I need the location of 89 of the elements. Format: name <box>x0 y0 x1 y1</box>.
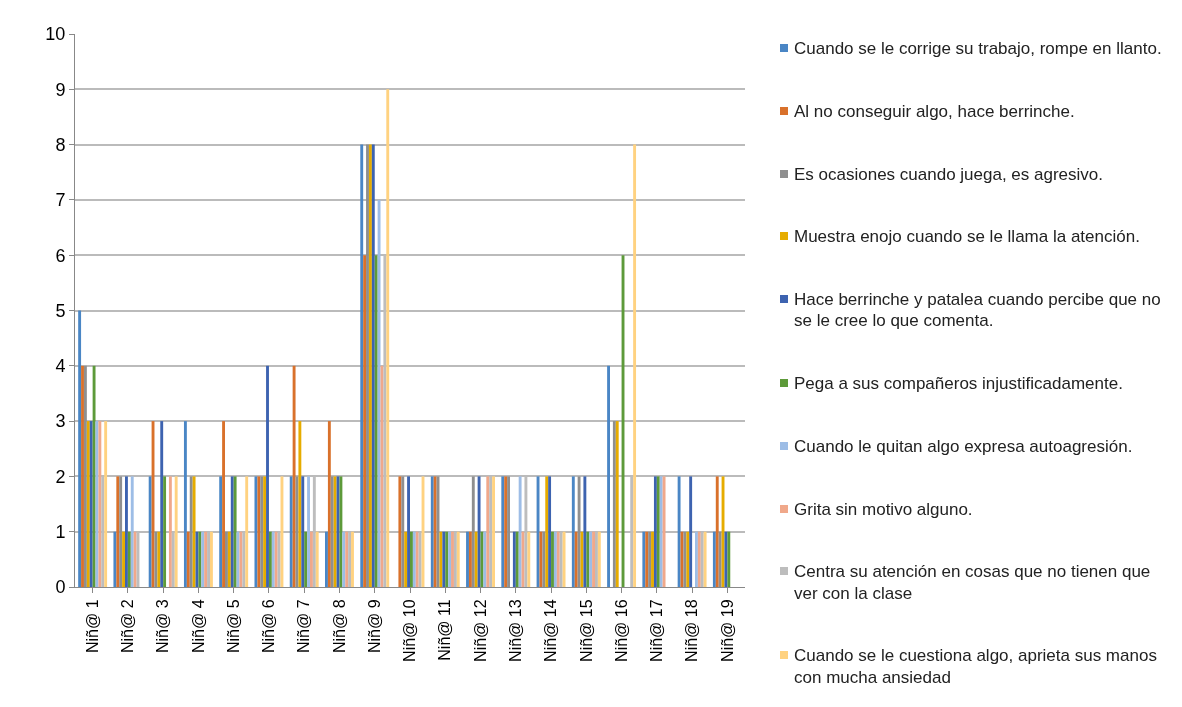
bar <box>689 476 693 587</box>
bar <box>174 476 178 587</box>
x-tick-label: Niñ@ 19 <box>718 599 736 662</box>
bar <box>363 255 367 587</box>
bar <box>404 531 408 587</box>
y-tick-label: 2 <box>55 466 66 487</box>
bar <box>518 476 522 587</box>
bar <box>92 365 96 587</box>
y-tick-label: 1 <box>55 522 66 542</box>
bar <box>571 476 575 587</box>
bar <box>298 421 302 587</box>
bar <box>377 199 381 587</box>
bar <box>574 531 578 587</box>
x-tick-label: Niñ@ 11 <box>436 599 454 661</box>
bar <box>113 531 117 587</box>
y-tick-label: 3 <box>55 411 66 432</box>
legend-label: Muestra enojo cuando se le llama la atención. <box>794 226 1140 248</box>
bar <box>315 531 319 587</box>
bar <box>677 476 681 587</box>
bar <box>130 476 134 587</box>
bar <box>186 531 190 587</box>
bar <box>309 531 313 587</box>
bar <box>715 476 719 587</box>
x-tick-label: Niñ@ 10 <box>401 599 419 662</box>
y-tick-label: 4 <box>55 356 66 377</box>
bar <box>127 531 131 587</box>
y-tick-label: 0 <box>55 577 66 598</box>
x-tick-label: Niñ@ 1 <box>83 599 101 653</box>
bar <box>183 421 187 587</box>
x-tick-label: Niñ@ 9 <box>365 599 383 653</box>
bar <box>122 531 125 587</box>
legend-label: Grita sin motivo alguno. <box>794 498 973 520</box>
bar <box>633 144 637 587</box>
bar <box>607 365 611 587</box>
x-tick-label: Niñ@ 4 <box>189 599 207 653</box>
bar <box>78 310 82 587</box>
bar <box>219 476 223 587</box>
legend-label: Cuando se le corrige su trabajo, rompe en llanto. <box>794 38 1162 60</box>
bar <box>307 476 310 587</box>
bar <box>148 476 152 587</box>
bar <box>245 476 249 587</box>
bar <box>266 365 269 587</box>
legend-label: Cuando le quitan algo expresa autoagresión. <box>794 435 1133 458</box>
y-tick-label: 6 <box>55 245 66 266</box>
bar <box>327 421 331 587</box>
x-tick-label: Niñ@ 6 <box>260 599 278 653</box>
bar <box>477 476 481 587</box>
x-tick-label: Niñ@ 3 <box>154 599 172 653</box>
bar <box>289 476 293 587</box>
x-tick-label: Niñ@ 18 <box>683 599 701 662</box>
bar <box>583 476 587 587</box>
legend-label: Al no conseguir algo, hace berrinche. <box>794 100 1075 123</box>
y-tick-label: 10 <box>45 24 66 45</box>
legend-label: Pega a sus compañeros injustificadamente. <box>794 373 1123 395</box>
y-tick-label: 8 <box>55 134 66 155</box>
x-tick-label: Niñ@ 15 <box>577 599 595 662</box>
bar <box>292 365 296 587</box>
bar <box>222 421 226 587</box>
bar <box>125 476 128 587</box>
bar <box>168 476 172 587</box>
x-tick-label: Niñ@ 7 <box>295 599 313 653</box>
bar <box>301 476 305 587</box>
bar <box>474 531 478 587</box>
y-tick-label: 9 <box>55 79 66 100</box>
legend-label: Centra su atención en cosas que no tienen que ver con la clase <box>794 561 1152 604</box>
y-tick-label: 7 <box>55 190 66 211</box>
y-tick-label: 5 <box>55 300 66 321</box>
bar <box>160 421 164 587</box>
bar <box>304 531 308 587</box>
x-tick-label: Niñ@ 2 <box>119 599 137 653</box>
legend-label: Hace berrinche y patalea cuando percibe que no se le cree lo que comenta. <box>794 289 1162 332</box>
x-tick-label: Niñ@ 8 <box>330 599 348 653</box>
bar <box>360 144 364 587</box>
bar <box>104 421 108 587</box>
bar <box>712 531 716 587</box>
x-tick-label: Niñ@ 5 <box>224 599 242 653</box>
x-tick-label: Niñ@ 17 <box>648 599 666 662</box>
bar <box>374 255 378 587</box>
x-tick-label: Niñ@ 12 <box>471 599 489 662</box>
bar <box>407 476 410 587</box>
legend-label: Es ocasiones cuando juega, es agresivo. <box>794 163 1104 185</box>
bar <box>527 531 531 587</box>
bar <box>386 89 390 587</box>
x-tick-label: Niñ@ 13 <box>506 599 524 662</box>
legend-label: Cuando se le cuestiona algo, aprieta sus manos con mucha ansiedad <box>794 645 1158 688</box>
x-tick-label: Niñ@ 14 <box>542 599 560 662</box>
x-tick-label: Niñ@ 16 <box>612 599 630 662</box>
bar <box>163 476 167 587</box>
bar <box>325 531 328 587</box>
